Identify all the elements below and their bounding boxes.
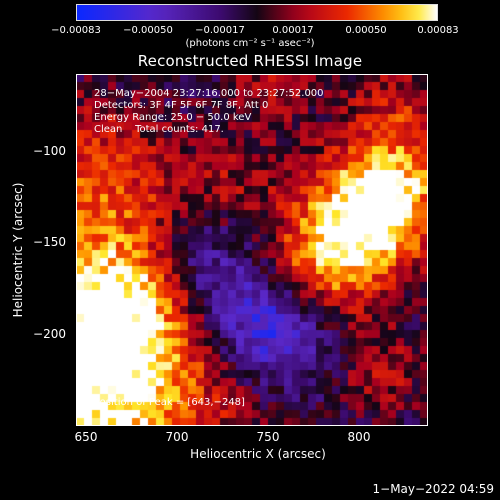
- x-tick-label: 700: [165, 430, 189, 444]
- info-clean-counts: Clean Total counts: 417.: [94, 124, 224, 135]
- info-energy-range: Energy Range: 25.0 − 50.0 keV: [94, 112, 252, 123]
- info-time-range: 28−May−2004 23:27:16.000 to 23:27:52.000: [94, 88, 324, 99]
- plot-title: Reconstructed RHESSI Image: [137, 52, 363, 70]
- x-axis-label: Heliocentric X (arcsec): [190, 447, 326, 461]
- y-tick-label: −200: [33, 327, 66, 341]
- colorbar-tick: −0.00017: [195, 25, 245, 36]
- y-tick-label: −100: [33, 144, 66, 158]
- x-tick-label: 650: [74, 430, 98, 444]
- colorbar-tick: 0.00083: [417, 25, 459, 36]
- rhessi-image: [76, 74, 428, 426]
- peak-position: Position of Peak = [643,−248]: [94, 397, 245, 408]
- colorbar-unit: (photons cm⁻² s⁻¹ asec⁻²): [185, 38, 315, 49]
- x-tick-label: 750: [256, 430, 280, 444]
- colorbar-tick: 0.00050: [345, 25, 387, 36]
- image-canvas: [76, 74, 428, 426]
- colorbar-tick: −0.00050: [123, 25, 173, 36]
- colorbar: [76, 4, 438, 21]
- info-detectors: Detectors: 3F 4F 5F 6F 7F 8F, Att 0: [94, 100, 269, 111]
- timestamp: 1−May−2022 04:59: [372, 482, 495, 496]
- colorbar-tick: 0.00017: [272, 25, 314, 36]
- colorbar-tick: −0.00083: [51, 25, 101, 36]
- y-axis-label: Heliocentric Y (arcsec): [11, 182, 25, 318]
- x-tick-label: 800: [347, 430, 371, 444]
- y-tick-label: −150: [33, 235, 66, 249]
